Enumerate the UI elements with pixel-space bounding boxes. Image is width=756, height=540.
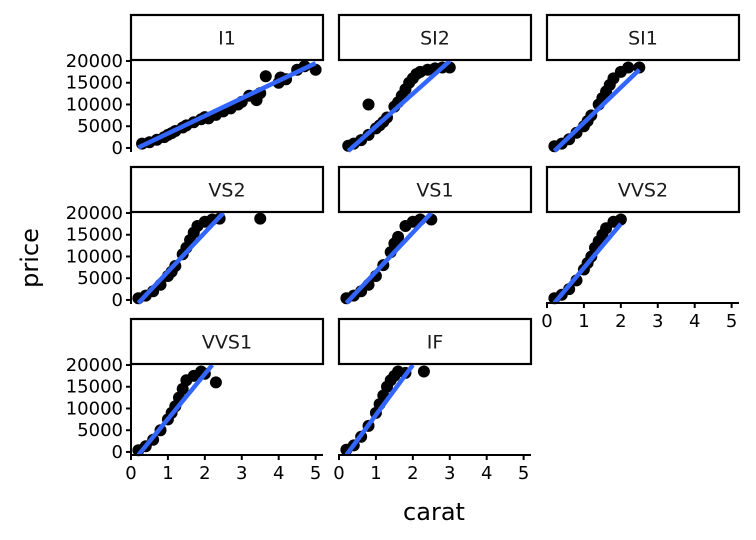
- panel-6-y-tick-label-4: 20000: [66, 355, 123, 376]
- panel-3-y-tick-label-4: 20000: [66, 203, 123, 224]
- panel-2-strip: [545, 13, 741, 62]
- panel-7-strip-label: IF: [427, 332, 444, 354]
- panel-5-x-tick-label-5: 5: [726, 311, 737, 332]
- panel-3-strip-label: VS2: [208, 180, 245, 202]
- panel-0-y-tick-label-4: 20000: [66, 51, 123, 72]
- panel-3-y-tick-label-2: 10000: [66, 246, 123, 267]
- panel-5-x-tick-label-0: 0: [541, 311, 552, 332]
- panel-6-x-tick-label-1: 1: [162, 463, 173, 484]
- panel-3-strip: [129, 165, 325, 214]
- panel-7-point-12: [417, 365, 430, 378]
- panel-0-y-tick-label-0: 0: [112, 138, 123, 159]
- panel-3-points: [132, 213, 267, 305]
- panel-2-points: [548, 61, 646, 153]
- panel-0-strip-label: I1: [218, 28, 236, 50]
- panel-7-x-tick-label-3: 3: [444, 463, 455, 484]
- panel-7-points: [340, 365, 430, 457]
- panel-4-trend-line: [344, 213, 433, 305]
- panel-3-y-tick-label-1: 5000: [77, 268, 123, 289]
- panel-0-y-tick-label-2: 10000: [66, 94, 123, 115]
- panel-6-y-tick-label-0: 0: [112, 442, 123, 463]
- panel-7-x-tick-label-5: 5: [518, 463, 529, 484]
- y-axis-title: price: [16, 228, 44, 288]
- panel-2-trend-line: [552, 68, 641, 153]
- panel-0-y-tick-label-3: 15000: [66, 73, 123, 94]
- panel-4-strip-label: VS1: [416, 180, 453, 202]
- panel-6-strip-label: VVS1: [202, 332, 252, 354]
- panel-7-x-tick-label-1: 1: [370, 463, 381, 484]
- panel-6-strip: [129, 317, 325, 366]
- panel-5-strip-label: VVS2: [618, 180, 668, 202]
- panel-6-y-tick-label-3: 15000: [66, 377, 123, 398]
- panel-6-point-13: [209, 376, 222, 389]
- panel-5: VVS2 0 1 2 3 4 5: [541, 165, 741, 332]
- panel-6-x-tick-label-0: 0: [125, 463, 136, 484]
- panel-2: SI1: [545, 13, 741, 153]
- panel-7-x-tick-label-4: 4: [481, 463, 492, 484]
- panel-6-y-tick-label-1: 5000: [77, 420, 123, 441]
- panel-5-strip: [545, 165, 741, 214]
- panel-7: IF 0 1 2 3 4 5: [333, 317, 533, 484]
- panel-5-x-tick-label-3: 3: [652, 311, 663, 332]
- panel-1: SI2: [337, 13, 533, 153]
- panel-5-x-tick-label-1: 1: [578, 311, 589, 332]
- panel-6-trend-line: [136, 365, 214, 457]
- panel-1-trend-line: [346, 61, 452, 153]
- panel-2-point-13: [622, 61, 635, 74]
- panel-3-point-15: [254, 213, 267, 225]
- panel-5-point-12: [614, 213, 627, 226]
- x-axis-title: carat: [403, 498, 465, 526]
- panel-0-trend-line: [137, 61, 317, 150]
- panel-6-x-tick-label-3: 3: [236, 463, 247, 484]
- panel-5-trend-line: [552, 222, 623, 305]
- panel-4-point-8: [392, 230, 405, 243]
- panel-4: VS1: [337, 165, 533, 305]
- panel-6-y-tick-label-2: 10000: [66, 398, 123, 419]
- panel-5-points: [548, 213, 627, 305]
- panel-7-x-tick-label-0: 0: [333, 463, 344, 484]
- panel-1-point-20: [362, 98, 375, 111]
- panel-7-x-tick-label-2: 2: [407, 463, 418, 484]
- panel-6-points: [132, 365, 222, 457]
- panel-0-points: [136, 61, 322, 150]
- panel-4-points: [340, 213, 438, 305]
- panel-1-strip: [337, 13, 533, 62]
- panel-7-trend-line: [344, 365, 415, 457]
- panel-3-y-tick-label-0: 0: [112, 290, 123, 311]
- panel-6-x-tick-label-5: 5: [310, 463, 321, 484]
- panel-0-y-tick-label-1: 5000: [77, 116, 123, 137]
- panel-4-strip: [337, 165, 533, 214]
- panel-3-y-tick-label-3: 15000: [66, 225, 123, 246]
- panel-5-x-tick-label-4: 4: [689, 311, 700, 332]
- panel-6-x-tick-label-4: 4: [273, 463, 284, 484]
- panel-2-strip-label: SI1: [628, 28, 658, 50]
- panel-6-x-tick-label-2: 2: [199, 463, 210, 484]
- panel-7-strip: [337, 317, 533, 366]
- panel-0-strip: [129, 13, 325, 62]
- panel-1-points: [342, 61, 456, 153]
- panel-3-trend-line: [136, 213, 225, 305]
- panel-0-point-21: [259, 70, 272, 83]
- panel-5-x-tick-label-2: 2: [615, 311, 626, 332]
- panel-1-strip-label: SI2: [420, 28, 450, 50]
